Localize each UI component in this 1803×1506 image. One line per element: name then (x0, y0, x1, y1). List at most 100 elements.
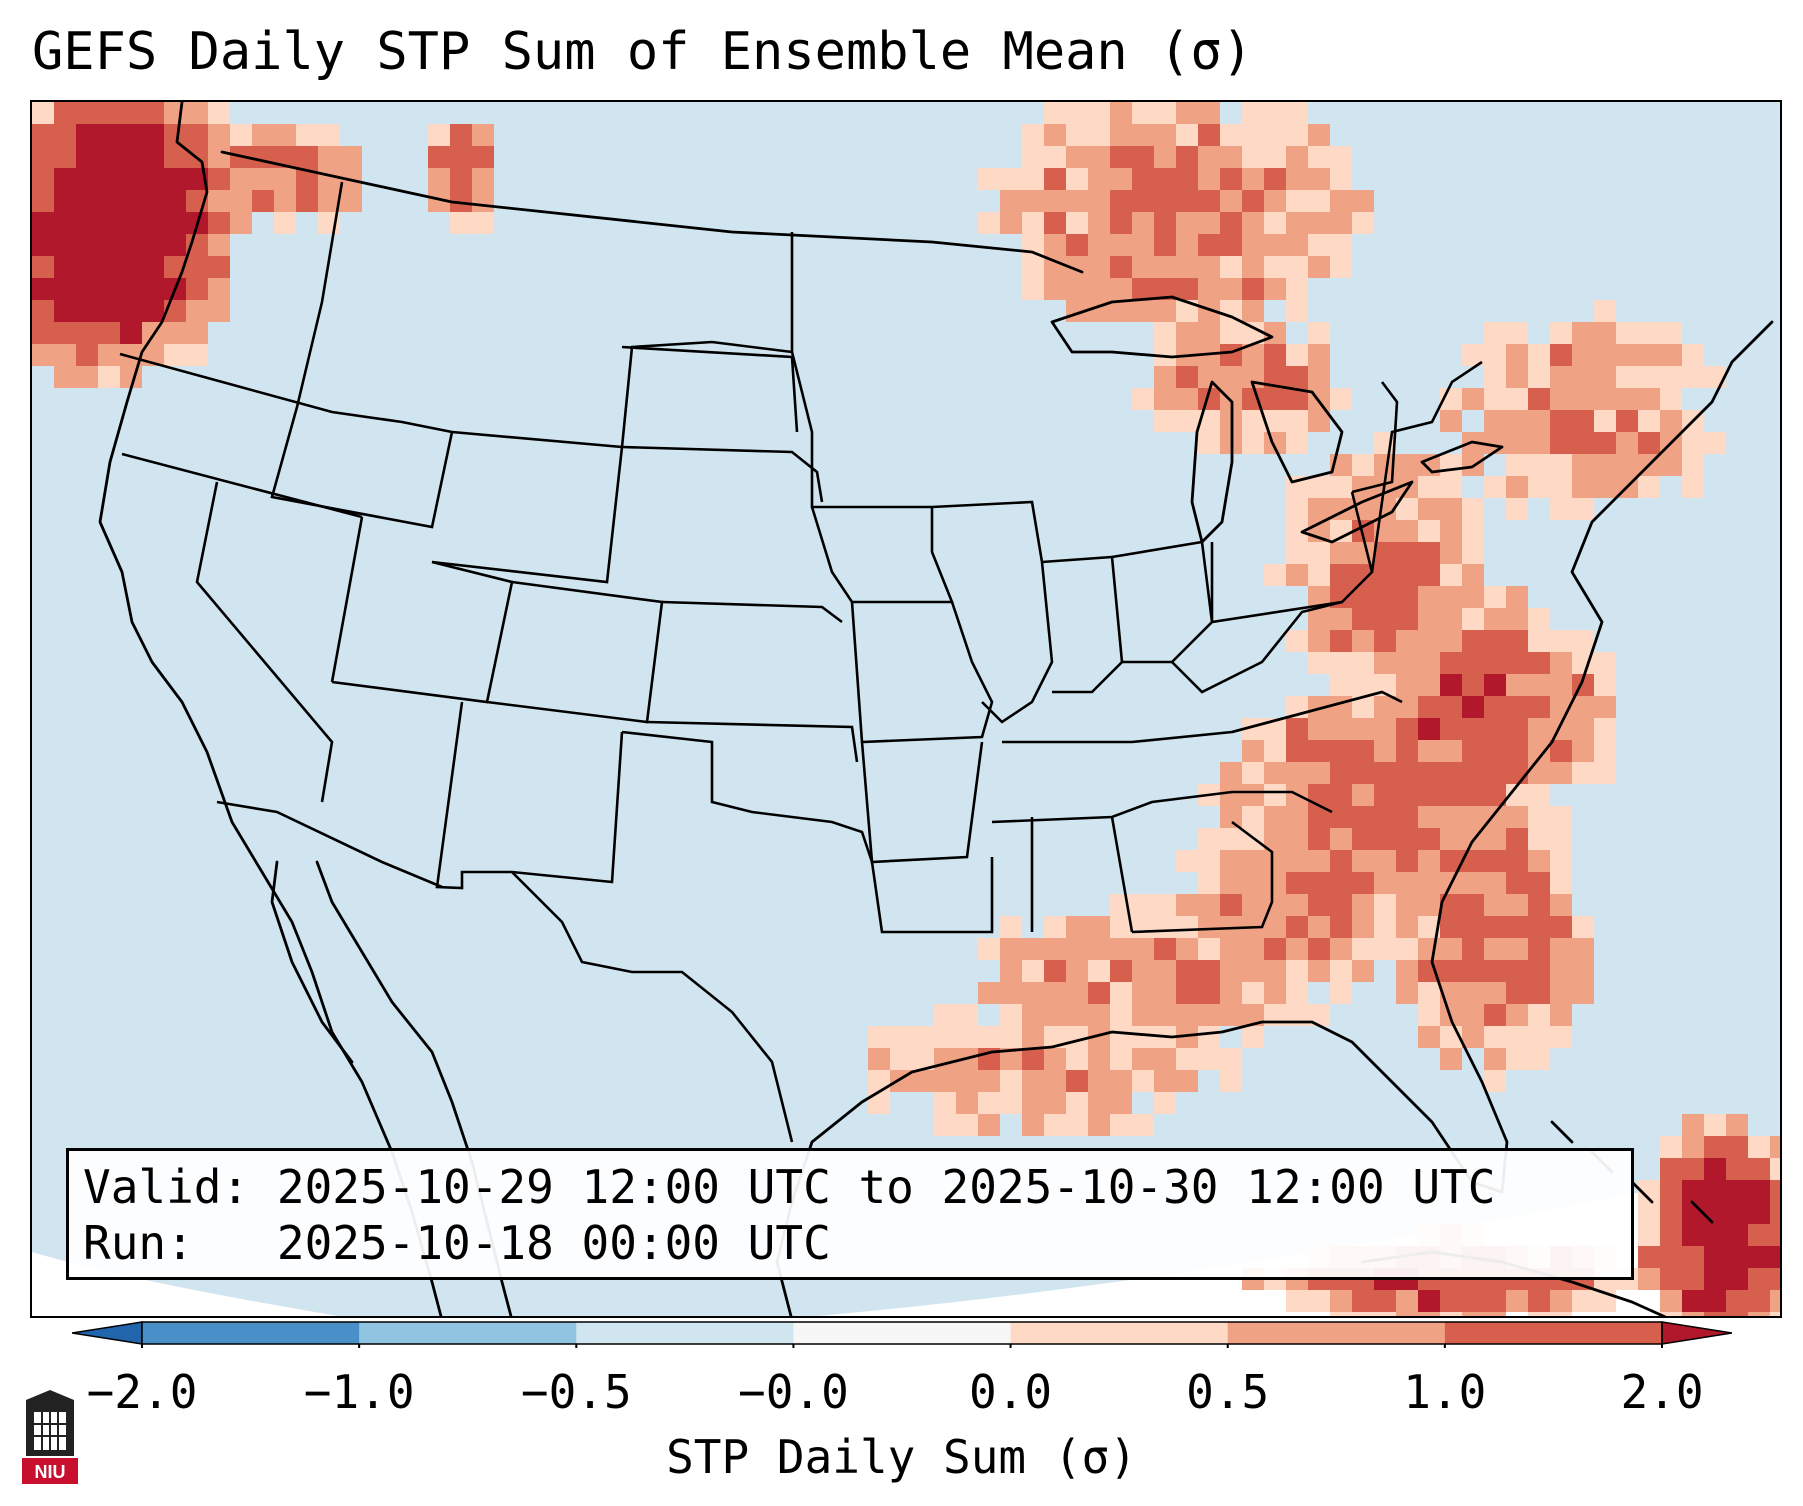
anomaly-cell (1044, 1070, 1066, 1092)
lake-ontario (1420, 440, 1504, 474)
anomaly-cell (1286, 542, 1308, 564)
colorbar-segment (1227, 1322, 1446, 1344)
anomaly-cell (98, 124, 120, 146)
anomaly-cell (1418, 1290, 1440, 1312)
anomaly-cell (1330, 696, 1352, 718)
border-ar (860, 741, 984, 864)
anomaly-cell (1066, 278, 1088, 300)
map-title: GEFS Daily STP Sum of Ensemble Mean (σ) (32, 22, 1253, 82)
anomaly-cell (1484, 982, 1506, 1004)
anomaly-cell (1572, 1290, 1594, 1312)
anomaly-cell (1220, 388, 1242, 410)
anomaly-cell (1198, 960, 1220, 982)
border-wy-co (431, 446, 624, 584)
anomaly-cell (1484, 960, 1506, 982)
anomaly-cell (1484, 652, 1506, 674)
anomaly-cell (186, 256, 208, 278)
colorbar-segment (1444, 1322, 1663, 1344)
anomaly-cell (1396, 564, 1418, 586)
anomaly-cell (1462, 630, 1484, 652)
anomaly-cell (1264, 564, 1286, 586)
anomaly-cell (1066, 1004, 1088, 1026)
pacific-coastline (98, 102, 443, 1316)
anomaly-cell (428, 190, 450, 212)
anomaly-cell (450, 212, 472, 234)
anomaly-cell (1198, 212, 1220, 234)
colorbar-tick-label: −2.0 (86, 1365, 198, 1419)
anomaly-cell (1088, 1092, 1110, 1114)
anomaly-cell (1154, 894, 1176, 916)
anomaly-cell (1286, 520, 1308, 542)
anomaly-cell (1154, 388, 1176, 410)
anomaly-cell (1132, 146, 1154, 168)
anomaly-cell (1264, 938, 1286, 960)
anomaly-cell (32, 168, 54, 190)
anomaly-cell (1704, 432, 1726, 454)
anomaly-cell (1264, 872, 1286, 894)
anomaly-cell (1264, 1004, 1286, 1026)
anomaly-cell (76, 278, 98, 300)
run-label: Run: (83, 1216, 194, 1270)
anomaly-cell (1154, 344, 1176, 366)
anomaly-cell (1484, 366, 1506, 388)
anomaly-cell (54, 212, 76, 234)
anomaly-cell (120, 102, 142, 124)
anomaly-cell (1374, 784, 1396, 806)
anomaly-cell (1440, 586, 1462, 608)
anomaly-cell (450, 190, 472, 212)
anomaly-cell (1528, 696, 1550, 718)
anomaly-cell (1572, 498, 1594, 520)
anomaly-cell (1462, 696, 1484, 718)
anomaly-cell (1550, 960, 1572, 982)
anomaly-cell (1528, 982, 1550, 1004)
anomaly-cell (1374, 542, 1396, 564)
anomaly-cell (54, 146, 76, 168)
colorbar-segment (793, 1322, 1012, 1344)
anomaly-cell (1440, 938, 1462, 960)
anomaly-cell (1616, 432, 1638, 454)
anomaly-cell (98, 234, 120, 256)
anomaly-cell (1374, 872, 1396, 894)
anomaly-cell (1660, 1246, 1682, 1268)
anomaly-cell (1660, 366, 1682, 388)
anomaly-cell (1528, 718, 1550, 740)
anomaly-cell (1462, 520, 1484, 542)
anomaly-cell (1748, 1268, 1770, 1290)
anomaly-cell (1396, 608, 1418, 630)
anomaly-cell (1000, 190, 1022, 212)
anomaly-cell (1220, 124, 1242, 146)
anomaly-cell (1484, 476, 1506, 498)
anomaly-cell (1330, 740, 1352, 762)
anomaly-cell (1242, 300, 1264, 322)
anomaly-cell (1286, 564, 1308, 586)
anomaly-cell (1022, 256, 1044, 278)
colorbar-segment (142, 1322, 360, 1344)
anomaly-cell (1462, 1004, 1484, 1026)
anomaly-cell (76, 256, 98, 278)
anomaly-cell (76, 212, 98, 234)
anomaly-cell (1044, 256, 1066, 278)
anomaly-cell (1110, 278, 1132, 300)
anomaly-cell (1572, 652, 1594, 674)
anomaly-cell (1110, 960, 1132, 982)
anomaly-cell (1220, 168, 1242, 190)
anomaly-cell (98, 322, 120, 344)
anomaly-cell (1352, 894, 1374, 916)
anomaly-cell (1506, 454, 1528, 476)
anomaly-cell (1418, 740, 1440, 762)
anomaly-cell (1506, 1290, 1528, 1312)
anomaly-cell (1132, 102, 1154, 124)
anomaly-cell (1550, 322, 1572, 344)
anomaly-cell (1286, 740, 1308, 762)
anomaly-cell (934, 1114, 956, 1136)
anomaly-cell (1682, 476, 1704, 498)
anomaly-cell (1220, 872, 1242, 894)
anomaly-cell (1000, 168, 1022, 190)
anomaly-cell (1506, 652, 1528, 674)
anomaly-cell (1286, 938, 1308, 960)
anomaly-cell (274, 168, 296, 190)
anomaly-cell (1132, 1114, 1154, 1136)
anomaly-cell (1198, 124, 1220, 146)
anomaly-cell (1572, 740, 1594, 762)
anomaly-cell (1528, 344, 1550, 366)
